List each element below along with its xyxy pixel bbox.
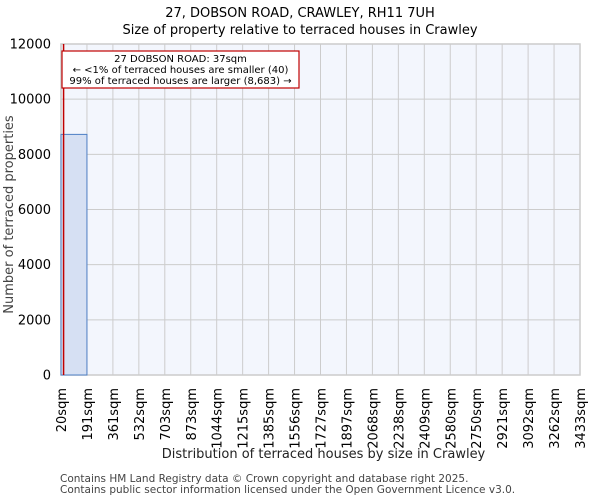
x-tick-label: 1044sqm bbox=[211, 388, 226, 449]
x-axis-label: Distribution of terraced houses by size … bbox=[162, 447, 486, 462]
x-tick-label: 1727sqm bbox=[315, 388, 330, 449]
annotation-text: 27 DOBSON ROAD: 37sqm bbox=[114, 54, 247, 65]
x-tick-label: 1215sqm bbox=[237, 388, 252, 449]
x-tick-label: 2580sqm bbox=[444, 388, 459, 449]
y-tick-label: 8000 bbox=[18, 148, 51, 163]
annotation-text: 99% of terraced houses are larger (8,683… bbox=[69, 76, 291, 87]
footer-copyright: Contains HM Land Registry data © Crown c… bbox=[60, 473, 469, 485]
x-tick-label: 361sqm bbox=[107, 388, 122, 441]
y-axis-label: Number of terraced properties bbox=[2, 115, 17, 314]
y-tick-label: 4000 bbox=[18, 258, 51, 273]
footer-licence: Contains public sector information licen… bbox=[60, 484, 516, 496]
annotation-text: ← <1% of terraced houses are smaller (40… bbox=[73, 65, 289, 76]
annotation-box bbox=[61, 50, 300, 89]
y-tick-label: 2000 bbox=[18, 313, 51, 328]
y-tick-label: 6000 bbox=[18, 203, 51, 218]
y-tick-label: 12000 bbox=[10, 38, 51, 53]
histogram-bar bbox=[60, 133, 88, 376]
x-tick-label: 2409sqm bbox=[418, 388, 433, 449]
chart-subtitle: Size of property relative to terraced ho… bbox=[122, 23, 478, 38]
x-tick-label: 2068sqm bbox=[366, 388, 381, 449]
x-tick-label: 1897sqm bbox=[340, 388, 355, 449]
x-tick-label: 873sqm bbox=[185, 388, 200, 441]
x-tick-label: 2921sqm bbox=[496, 388, 511, 449]
histogram-chart: 0 2000 4000 6000 8000 10000 12000 20sqm 191sqm 36… bbox=[2, 38, 589, 463]
x-tick-label: 3092sqm bbox=[522, 388, 537, 449]
x-tick-label: 2238sqm bbox=[392, 388, 407, 449]
x-tick-label: 703sqm bbox=[159, 388, 174, 441]
x-tick-label: 2750sqm bbox=[470, 388, 485, 449]
x-tick-label: 3262sqm bbox=[548, 388, 563, 449]
x-tick-label: 1385sqm bbox=[263, 388, 278, 449]
x-tick-label: 1556sqm bbox=[289, 388, 304, 449]
y-tick-label: 10000 bbox=[10, 93, 51, 108]
x-tick-label: 3433sqm bbox=[574, 388, 589, 449]
chart-title: 27, DOBSON ROAD, CRAWLEY, RH11 7UH bbox=[165, 6, 435, 21]
x-tick-label: 191sqm bbox=[81, 388, 96, 441]
x-tick-label: 20sqm bbox=[55, 388, 70, 432]
x-tick-label: 532sqm bbox=[133, 388, 148, 441]
y-tick-label: 0 bbox=[43, 369, 51, 384]
